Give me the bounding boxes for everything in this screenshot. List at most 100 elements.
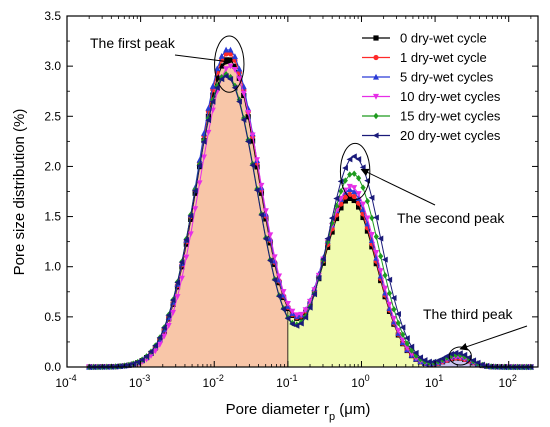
data-point (346, 183, 353, 190)
data-point (347, 171, 353, 178)
data-point (276, 273, 283, 280)
data-point (391, 306, 397, 313)
data-point (324, 235, 331, 242)
data-point (187, 212, 194, 219)
data-point (293, 322, 300, 329)
data-point (439, 355, 446, 362)
data-point (262, 235, 269, 242)
data-point (200, 138, 207, 145)
shaded-region-1 (129, 59, 288, 368)
data-point (156, 334, 163, 341)
data-point (302, 307, 309, 314)
data-point (130, 360, 136, 367)
data-point (479, 361, 485, 368)
y-tick-label: 0.0 (44, 360, 61, 374)
data-point (258, 190, 265, 196)
annotations: The first peak The second peak The third p… (90, 35, 528, 366)
data-point (350, 153, 357, 160)
annotation-label-3: The third peak (423, 306, 513, 322)
data-point (219, 63, 225, 69)
data-point (399, 337, 406, 344)
x-axis-title: Pore diameter rp (μm) (226, 401, 371, 423)
x-tick-label: 10-3 (129, 373, 150, 390)
data-point (298, 311, 305, 318)
data-point (223, 66, 230, 73)
data-point (214, 75, 220, 81)
legend-marker (373, 54, 379, 61)
data-point (254, 164, 260, 170)
legend-entry-1: 0 dry-wet cycle (362, 31, 487, 46)
data-point (421, 357, 428, 364)
legend-label: 15 dry-wet cycles (400, 109, 501, 124)
x-tick-label: 10-1 (276, 373, 297, 390)
annotation-arrow-2 (360, 168, 436, 206)
data-point (373, 249, 380, 256)
data-point (183, 236, 189, 243)
data-point (351, 197, 357, 204)
legend-marker (373, 35, 379, 41)
data-point (280, 306, 287, 313)
data-point (470, 357, 477, 364)
peak-circle-2 (339, 142, 371, 201)
annotation-label-1: The first peak (90, 35, 176, 51)
data-point (434, 357, 441, 364)
data-point (174, 294, 181, 300)
data-point (452, 349, 459, 356)
data-point (347, 191, 353, 197)
legend-label: 0 dry-wet cycle (400, 31, 487, 46)
data-point (236, 65, 243, 72)
data-point (271, 276, 278, 283)
data-point (143, 353, 150, 360)
data-point (201, 154, 208, 161)
data-point (364, 215, 371, 222)
data-point (236, 98, 242, 105)
data-point (253, 187, 260, 194)
data-point (399, 324, 406, 331)
data-point (333, 208, 340, 214)
data-point (382, 272, 388, 279)
data-point (152, 348, 159, 355)
legend-label: 1 dry-wet cycle (400, 50, 487, 65)
data-point (223, 46, 230, 53)
data-point (147, 348, 154, 355)
data-point (342, 198, 348, 204)
data-point (222, 73, 229, 80)
shaded-regions (129, 59, 480, 368)
data-point (408, 343, 415, 350)
legend-entry-2: 1 dry-wet cycle (362, 50, 487, 65)
data-point (328, 215, 335, 222)
data-point (165, 312, 172, 319)
data-point (377, 235, 384, 242)
data-point (284, 300, 291, 307)
legend-entry-6: 20 dry-wet cycles (362, 128, 501, 143)
data-point (342, 177, 348, 184)
annotation-label-2: The second peak (397, 210, 505, 226)
legend-marker (373, 73, 379, 80)
data-point (245, 114, 251, 120)
data-point (360, 184, 366, 191)
data-point (325, 244, 331, 250)
data-point (355, 156, 362, 163)
data-point (214, 65, 221, 72)
data-point (116, 363, 123, 370)
data-point (231, 66, 238, 73)
data-point (205, 117, 212, 124)
data-point (191, 187, 198, 194)
data-point (381, 256, 388, 263)
data-point (369, 214, 375, 222)
data-point (196, 180, 203, 187)
data-point (169, 297, 176, 304)
x-tick-label: 100 (351, 373, 369, 390)
data-point (249, 132, 256, 139)
data-point (320, 255, 326, 262)
legend-label: 20 dry-wet cycles (400, 128, 501, 143)
data-point (461, 351, 468, 358)
data-point (240, 90, 247, 97)
y-axis-title: Pore size distribution (%) (11, 109, 28, 276)
x-tick-label: 102 (499, 373, 517, 390)
data-point (426, 358, 432, 365)
data-point (359, 164, 366, 171)
data-point (355, 191, 362, 197)
data-point (210, 92, 216, 98)
data-point (196, 162, 203, 169)
